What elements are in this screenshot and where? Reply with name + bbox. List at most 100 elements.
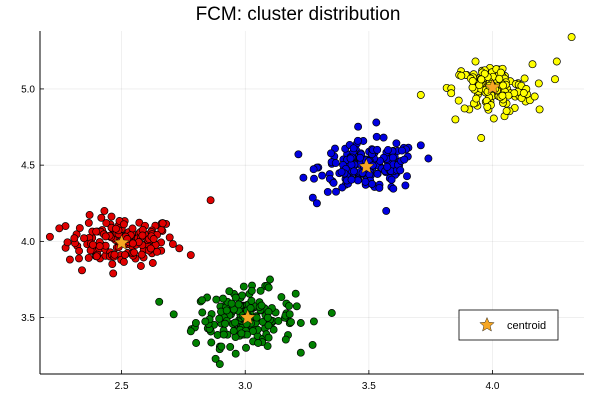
- x-tick-label-1: 3.0: [238, 381, 252, 392]
- data-point: [169, 310, 178, 319]
- data-point: [242, 343, 250, 352]
- data-point: [308, 193, 317, 202]
- centroid-marker: [484, 78, 501, 95]
- data-point: [397, 146, 406, 155]
- data-point: [277, 293, 286, 302]
- data-point: [530, 92, 539, 101]
- data-point: [567, 33, 576, 42]
- data-point: [552, 57, 561, 66]
- cluster-1: [45, 196, 215, 278]
- data-point: [495, 74, 504, 83]
- data-point: [75, 247, 84, 255]
- data-point: [502, 107, 511, 115]
- data-point: [263, 313, 272, 322]
- data-point: [109, 269, 118, 278]
- data-point: [75, 254, 83, 263]
- data-point: [92, 252, 101, 261]
- data-point: [111, 224, 120, 233]
- data-point: [92, 227, 101, 236]
- data-point: [356, 153, 365, 162]
- data-point: [121, 250, 129, 259]
- data-point: [471, 57, 480, 66]
- data-point: [296, 348, 305, 357]
- data-point: [447, 89, 456, 98]
- data-point: [219, 294, 227, 303]
- data-point: [237, 329, 246, 338]
- data-point: [136, 262, 145, 270]
- data-point: [257, 301, 266, 310]
- data-point: [246, 304, 255, 313]
- data-point: [231, 318, 239, 327]
- data-point: [84, 253, 93, 262]
- data-point: [231, 293, 240, 302]
- data-point: [264, 333, 273, 342]
- data-point: [217, 342, 226, 351]
- data-point: [45, 232, 54, 241]
- data-point: [254, 339, 263, 347]
- x-tick-label-3: 4.0: [486, 381, 500, 392]
- data-point: [318, 171, 327, 180]
- data-point: [349, 144, 358, 153]
- data-point: [264, 321, 273, 330]
- centroid-marker: [239, 309, 256, 325]
- data-point: [285, 301, 293, 310]
- data-point: [551, 75, 559, 84]
- data-point: [477, 75, 486, 84]
- centroid-series: [113, 78, 501, 325]
- data-point: [281, 335, 290, 344]
- data-point: [70, 234, 79, 243]
- data-point: [146, 244, 155, 253]
- data-point: [346, 154, 355, 163]
- data-point: [75, 224, 84, 233]
- data-point: [63, 238, 72, 247]
- data-point: [368, 180, 376, 188]
- data-point: [372, 118, 381, 127]
- y-tick-label-2: 4.5: [21, 161, 35, 172]
- data-point: [201, 317, 210, 326]
- data-point: [119, 257, 128, 266]
- data-point: [211, 354, 220, 363]
- data-point: [296, 319, 305, 327]
- legend-label-centroid: centroid: [507, 320, 546, 332]
- data-point: [274, 316, 283, 325]
- data-point: [389, 184, 398, 193]
- data-point: [263, 342, 272, 351]
- centroid-marker: [358, 158, 375, 174]
- data-point: [101, 232, 110, 241]
- cluster-4: [416, 33, 576, 142]
- data-point: [382, 206, 391, 215]
- y-tick-label-0: 3.5: [21, 313, 35, 324]
- data-point: [373, 145, 382, 154]
- data-point: [327, 149, 335, 158]
- centroid-marker: [113, 234, 130, 250]
- data-point: [416, 91, 425, 99]
- data-point: [137, 250, 146, 259]
- data-point: [460, 104, 469, 113]
- data-point: [392, 139, 401, 148]
- data-point: [78, 266, 86, 275]
- data-point: [229, 327, 238, 335]
- data-point: [191, 318, 200, 327]
- data-point: [291, 289, 300, 298]
- data-point: [354, 122, 363, 131]
- data-point: [130, 248, 139, 257]
- data-point: [396, 166, 405, 175]
- data-point: [383, 162, 392, 171]
- data-point: [158, 219, 167, 228]
- data-point: [312, 199, 321, 208]
- data-point: [309, 165, 318, 174]
- data-point: [219, 330, 228, 339]
- data-point: [149, 235, 158, 243]
- data-point: [128, 224, 137, 233]
- data-point: [519, 89, 528, 97]
- data-point: [372, 132, 381, 141]
- data-point: [337, 167, 346, 176]
- data-point: [107, 212, 116, 221]
- x-tick-label-2: 3.5: [362, 381, 376, 392]
- data-point: [528, 60, 537, 69]
- data-point: [498, 91, 507, 100]
- data-point: [468, 77, 477, 85]
- data-point: [375, 183, 384, 192]
- legend: centroid: [458, 309, 559, 341]
